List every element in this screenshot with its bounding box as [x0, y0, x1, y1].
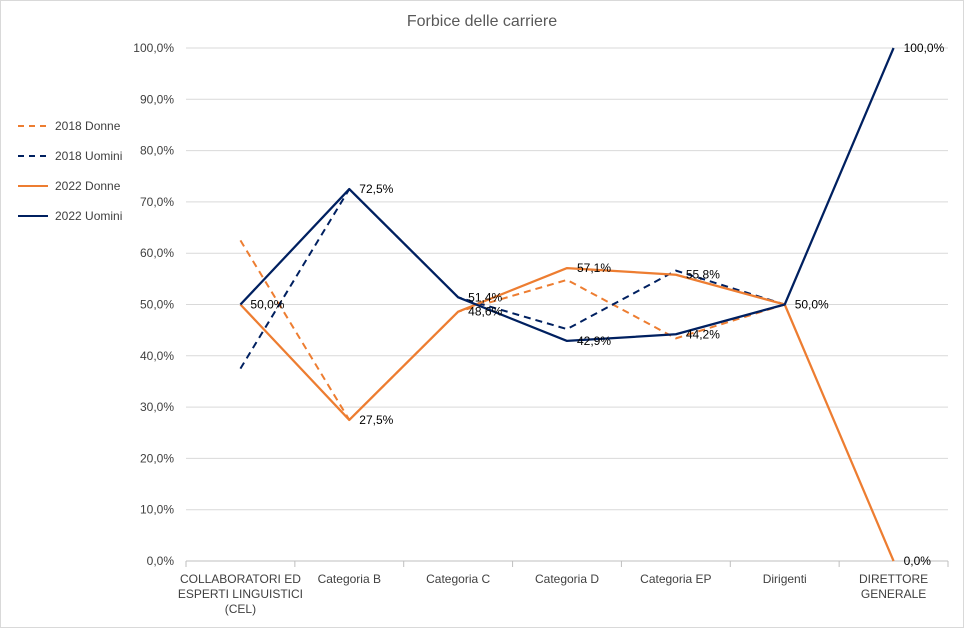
- x-tick-label: Categoria EP: [640, 572, 711, 586]
- y-tick-label: 0,0%: [147, 554, 175, 568]
- series-lines: [239, 47, 895, 562]
- x-tick-label: ESPERTI LINGUISTICI: [178, 587, 303, 601]
- data-label: 50,0%: [250, 298, 284, 312]
- legend: 2018 Donne 2018 Uomini 2022 Donne 2022 Uomi…: [18, 119, 122, 223]
- chart-title: Forbice delle carriere: [407, 13, 557, 30]
- y-axis-ticks: 0,0% 10,0% 20,0% 30,0% 40,0% 50,0% 60,0% 70,0% 8…: [133, 41, 174, 568]
- data-labels: 50,0% 72,5% 27,5% 51,4%48,6% 57,1% 42,9% 55,8%…: [250, 41, 944, 568]
- series-line-2022-uomini: [239, 47, 895, 343]
- y-tick-label: 20,0%: [140, 451, 174, 465]
- x-tick-label: GENERALE: [861, 587, 926, 601]
- x-tick-label: Categoria C: [426, 572, 490, 586]
- y-tick-label: 50,0%: [140, 298, 174, 312]
- data-label: 55,8%: [686, 268, 720, 282]
- x-tick-label: DIRETTORE: [859, 572, 928, 586]
- gridlines: [186, 47, 948, 562]
- y-tick-label: 100,0%: [133, 41, 174, 55]
- legend-label: 2018 Donne: [55, 119, 121, 133]
- x-tick-label: (CEL): [225, 602, 256, 616]
- data-label: 0,0%: [904, 554, 932, 568]
- data-label: 48,6%: [468, 305, 502, 319]
- y-tick-label: 10,0%: [140, 503, 174, 517]
- x-tick-label: Dirigenti: [763, 572, 807, 586]
- data-label: 44,2%: [686, 327, 720, 341]
- data-label: 50,0%: [795, 298, 829, 312]
- data-label: 27,5%: [359, 413, 393, 427]
- y-tick-label: 60,0%: [140, 246, 174, 260]
- y-tick-label: 90,0%: [140, 92, 174, 106]
- y-tick-label: 40,0%: [140, 349, 174, 363]
- x-tick-label: Categoria B: [318, 572, 381, 586]
- y-tick-label: 30,0%: [140, 400, 174, 414]
- legend-label: 2022 Uomini: [55, 209, 122, 223]
- y-tick-label: 80,0%: [140, 144, 174, 158]
- data-label: 57,1%: [577, 261, 611, 275]
- series-line-2018-donne: [239, 239, 786, 421]
- legend-label: 2022 Donne: [55, 179, 121, 193]
- data-label: 51,4%: [468, 290, 502, 304]
- y-tick-label: 70,0%: [140, 195, 174, 209]
- data-label: 100,0%: [904, 41, 945, 55]
- series-line-2018-uomini: [239, 188, 786, 370]
- x-tick-label: Categoria D: [535, 572, 599, 586]
- x-tick-label: COLLABORATORI ED: [180, 572, 301, 586]
- legend-label: 2018 Uomini: [55, 149, 122, 163]
- data-label: 72,5%: [359, 182, 393, 196]
- data-label: 42,9%: [577, 334, 611, 348]
